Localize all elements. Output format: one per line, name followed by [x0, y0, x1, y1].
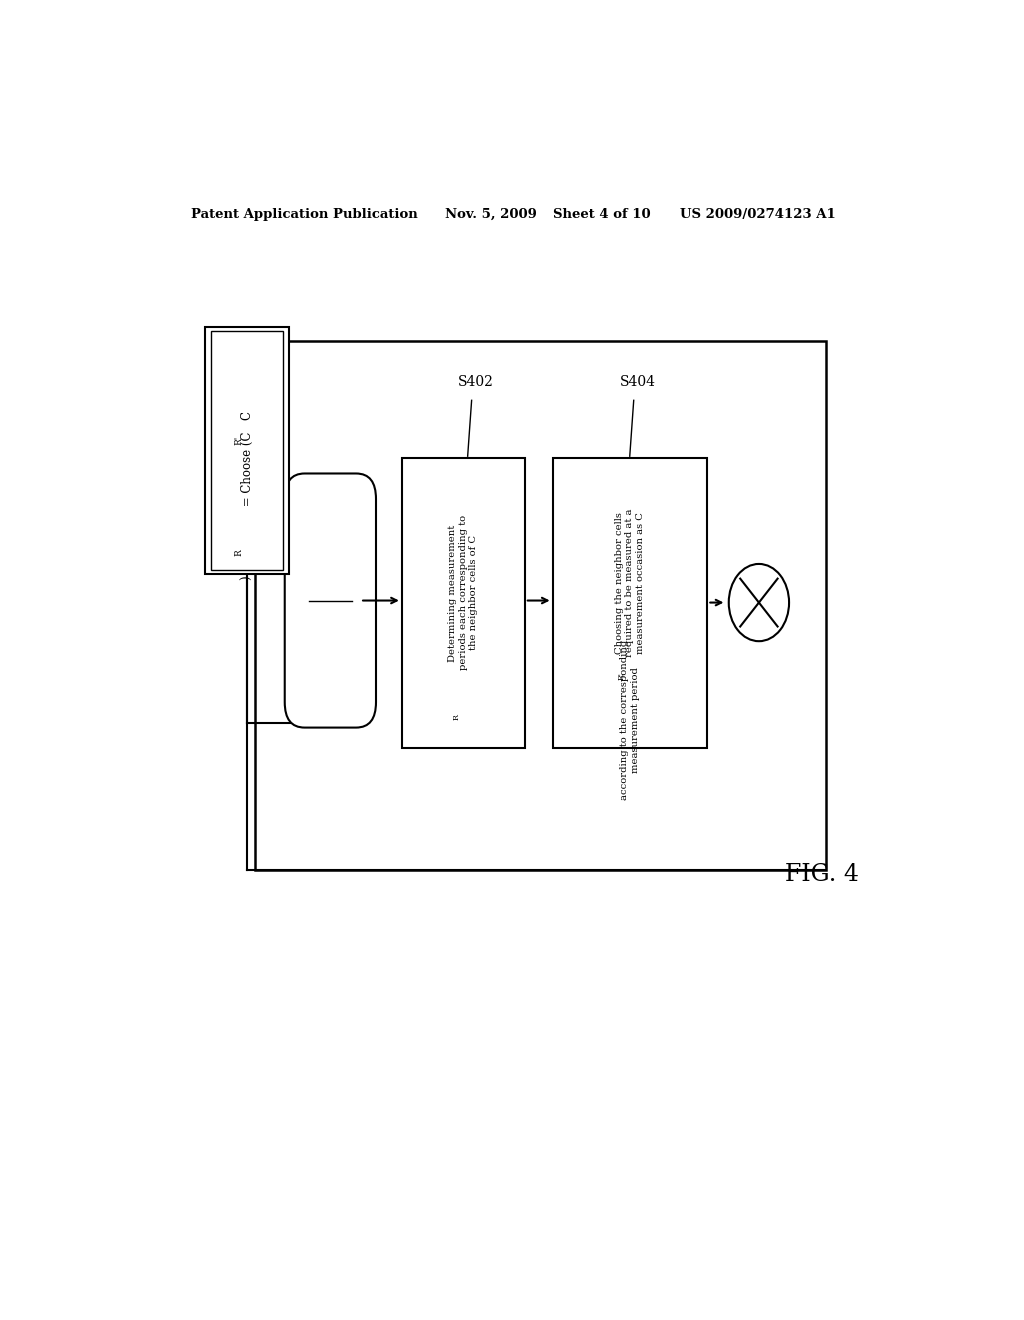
- Text: Patent Application Publication: Patent Application Publication: [191, 207, 418, 220]
- Text: = Choose (C: = Choose (C: [241, 432, 254, 511]
- Circle shape: [729, 564, 790, 642]
- Bar: [401, 458, 524, 748]
- Text: Nov. 5, 2009: Nov. 5, 2009: [445, 207, 538, 220]
- Text: according to the corresponding
measurement period: according to the corresponding measureme…: [621, 640, 640, 800]
- FancyBboxPatch shape: [285, 474, 376, 727]
- Bar: [553, 458, 708, 748]
- Bar: [205, 327, 289, 574]
- Text: R: R: [234, 549, 244, 556]
- Text: Sheet 4 of 10: Sheet 4 of 10: [553, 207, 650, 220]
- Text: ): ): [241, 576, 254, 579]
- Text: US 2009/0274123 A1: US 2009/0274123 A1: [680, 207, 836, 220]
- Text: S404: S404: [620, 375, 655, 389]
- Text: Determining measurement
periods each corresponding to
the neighbor cells of C: Determining measurement periods each cor…: [449, 515, 478, 671]
- Bar: [211, 331, 283, 570]
- Text: Choosing the neighbor cells
required to be measured at a
measurement occasion as: Choosing the neighbor cells required to …: [615, 508, 645, 657]
- Text: R': R': [617, 672, 626, 680]
- Text: C: C: [241, 411, 254, 420]
- Bar: [255, 342, 826, 870]
- Text: S402: S402: [458, 375, 494, 389]
- Text: FIG. 4: FIG. 4: [785, 863, 859, 887]
- Text: R: R: [453, 714, 460, 719]
- Text: R': R': [234, 436, 244, 445]
